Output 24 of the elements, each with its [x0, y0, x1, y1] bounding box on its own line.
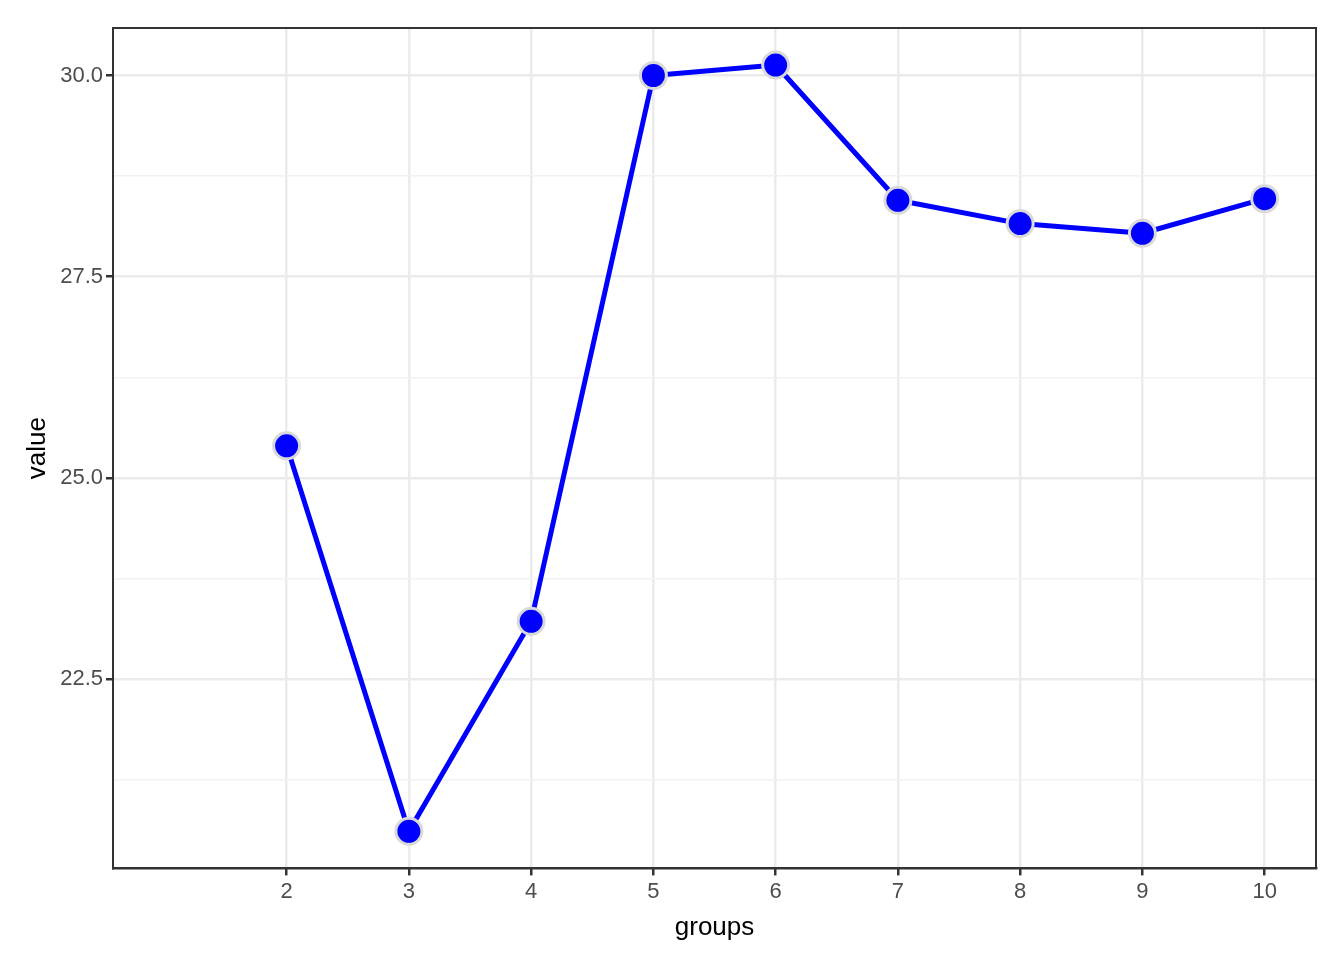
y-tick-label: 22.5 — [60, 665, 104, 691]
x-tick-label: 8 — [1014, 877, 1027, 903]
point — [638, 60, 668, 90]
point — [1250, 184, 1280, 214]
y-tick-label: 30.0 — [60, 61, 104, 87]
point — [394, 816, 424, 846]
x-tick-label: 5 — [647, 877, 660, 903]
x-axis-title: groups — [674, 910, 755, 941]
point — [272, 431, 302, 461]
x-tick-label: 4 — [525, 877, 538, 903]
y-axis-title: value — [20, 417, 51, 480]
x-tick-label: 3 — [402, 877, 415, 903]
point — [1005, 209, 1035, 239]
point — [883, 185, 913, 215]
x-tick-label: 6 — [769, 877, 782, 903]
x-tick-label: 7 — [891, 877, 905, 903]
y-tick-label: 25.0 — [60, 464, 104, 490]
x-tick-label: 9 — [1136, 877, 1149, 903]
point — [1127, 218, 1157, 248]
y-tick-label: 27.5 — [60, 262, 104, 288]
x-tick-label: 2 — [280, 877, 293, 903]
point — [761, 50, 791, 80]
point — [516, 606, 546, 636]
x-tick-label: 10 — [1252, 877, 1277, 903]
